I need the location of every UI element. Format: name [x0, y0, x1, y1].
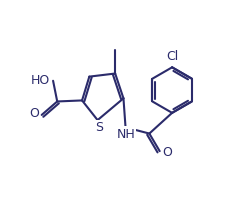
Text: O: O — [29, 107, 39, 120]
Text: O: O — [163, 145, 173, 158]
Text: NH: NH — [117, 127, 136, 140]
Text: HO: HO — [31, 73, 50, 86]
Text: S: S — [95, 121, 103, 134]
Text: Cl: Cl — [166, 50, 178, 63]
